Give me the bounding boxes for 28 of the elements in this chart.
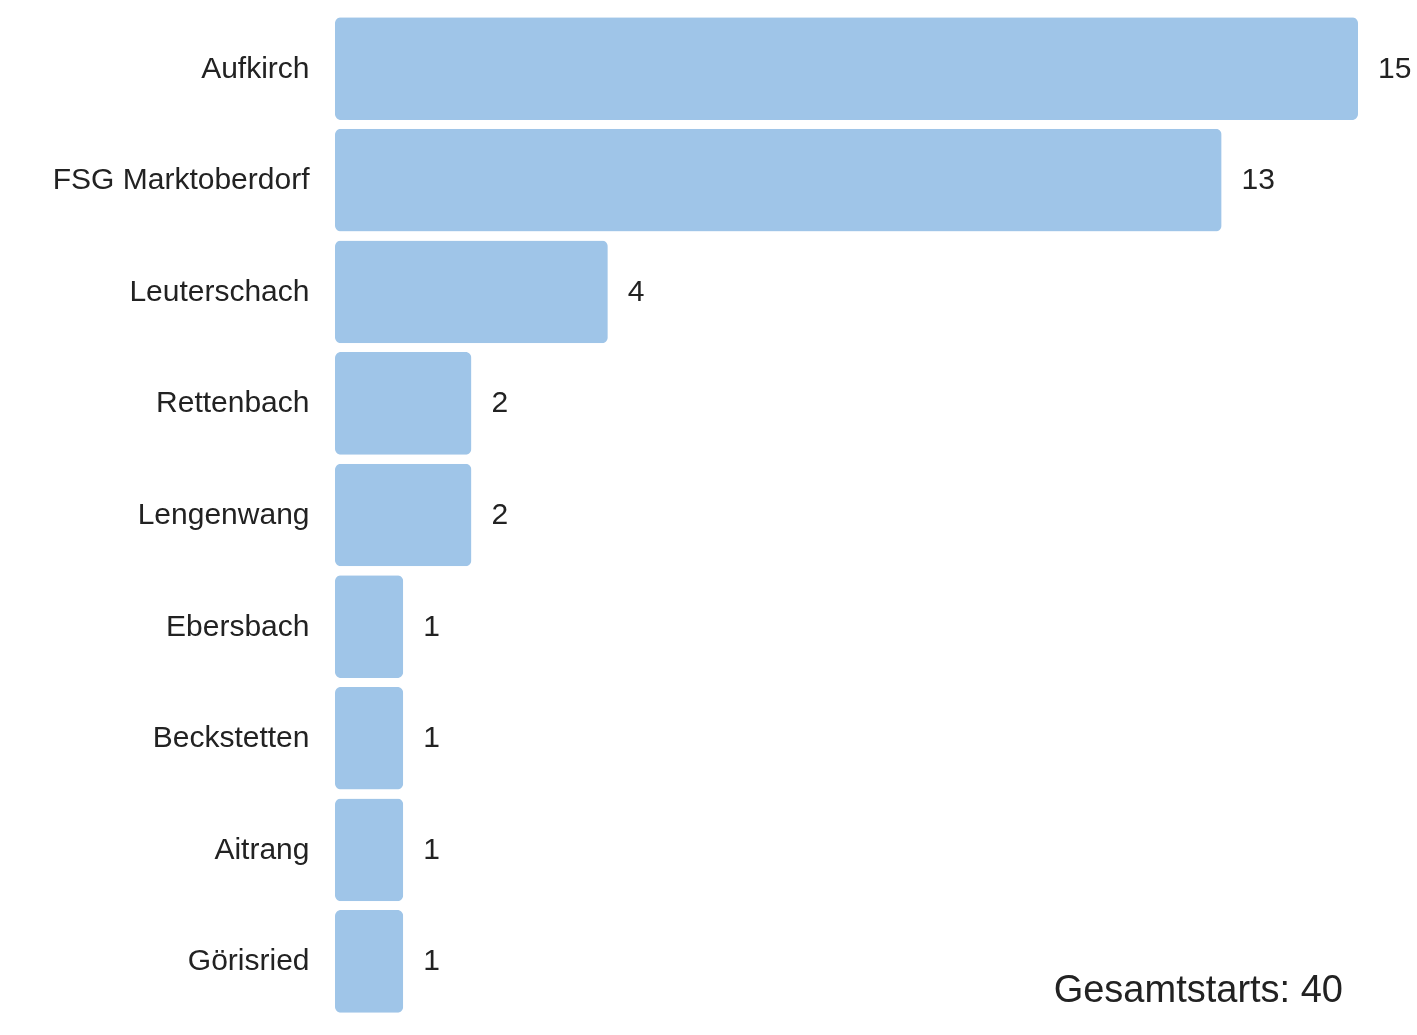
y-tick-label: Görisried <box>187 943 310 977</box>
y-tick-label: Beckstetten <box>152 720 310 754</box>
y-tick-label: Lengenwang <box>137 497 310 530</box>
y-tick-label: Aufkirch <box>201 50 310 84</box>
y-tick-label: Rettenbach <box>156 385 310 419</box>
y-tick-label: Ebersbach <box>166 608 310 642</box>
annotation: Gesamtstarts: 40 <box>1053 968 1343 1010</box>
data-label: 1 <box>423 943 440 977</box>
bar <box>335 575 404 678</box>
data-label: 13 <box>1241 162 1275 196</box>
y-tick-label: Aitrang <box>214 831 310 865</box>
bar <box>335 352 472 455</box>
bar <box>335 128 1222 232</box>
bar <box>335 686 404 790</box>
data-label: 4 <box>627 273 645 307</box>
data-label: 2 <box>491 385 509 419</box>
bar <box>335 910 404 1013</box>
bar <box>335 240 608 344</box>
data-label: 2 <box>491 497 509 530</box>
bar <box>335 798 404 902</box>
y-tick-label: Leuterschach <box>129 273 310 307</box>
data-label: 1 <box>423 831 440 865</box>
data-label: 1 <box>423 720 440 754</box>
bar <box>335 17 1358 120</box>
data-label: 15 <box>1378 50 1412 84</box>
data-label: 1 <box>423 608 440 642</box>
bar <box>335 463 472 567</box>
y-tick-label: FSG Marktoberdorf <box>52 162 311 196</box>
